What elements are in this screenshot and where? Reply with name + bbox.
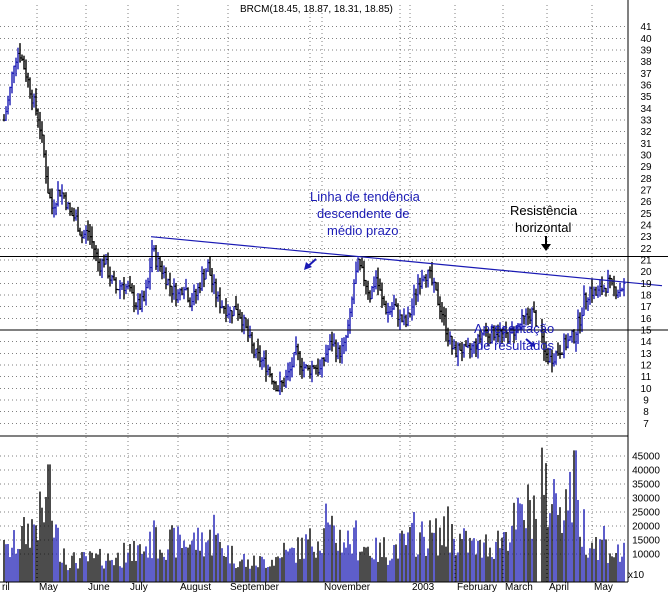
- price-tick-label: 10: [640, 384, 652, 395]
- price-tick-label: 36: [640, 81, 652, 92]
- month-label: May: [39, 582, 58, 592]
- month-label: November: [324, 582, 371, 592]
- results-label-line-2: de resultados: [476, 338, 555, 353]
- price-tick-label: 22: [640, 244, 652, 255]
- price-tick-label: 27: [640, 186, 652, 197]
- trend-label-line-2: descendente de: [317, 206, 410, 221]
- price-tick-label: 30: [640, 151, 652, 162]
- volume-tick-label: 40000: [632, 466, 660, 477]
- price-tick-label: 37: [640, 69, 652, 80]
- price-tick-label: 24: [640, 221, 652, 232]
- price-tick-label: 41: [640, 22, 652, 33]
- price-tick-label: 13: [640, 349, 652, 360]
- resistance-label-line-1: Resistência: [510, 203, 578, 218]
- price-tick-label: 31: [640, 139, 652, 150]
- volume-tick-label: 20000: [632, 522, 660, 533]
- price-tick-label: 20: [640, 267, 652, 278]
- trendline: [150, 236, 663, 287]
- price-tick-label: 38: [640, 57, 652, 68]
- trend-arrow-icon: [304, 258, 317, 270]
- month-label: 2003: [412, 582, 435, 592]
- price-tick-label: 40: [640, 34, 652, 45]
- volume-tick-label: 45000: [632, 452, 660, 463]
- price-tick-label: 23: [640, 232, 652, 243]
- price-tick-label: 34: [640, 104, 652, 115]
- volume-tick-label: 30000: [632, 494, 660, 505]
- price-tick-label: 16: [640, 314, 652, 325]
- price-tick-label: 12: [640, 361, 652, 372]
- annotations: Linha de tendência descendente de médio …: [304, 189, 578, 353]
- price-tick-label: 39: [640, 46, 652, 57]
- results-label-line-1: Apresentação: [474, 321, 554, 336]
- volume-bars: [3, 447, 625, 582]
- month-label: May: [594, 582, 613, 592]
- volume-unit-label: x10: [628, 570, 645, 581]
- price-tick-label: 35: [640, 92, 652, 103]
- volume-tick-label: 35000: [632, 480, 660, 491]
- support-resistance-lines: [0, 236, 668, 331]
- price-tick-label: 15: [640, 326, 652, 337]
- month-label: September: [230, 582, 280, 592]
- trend-label-line-1: Linha de tendência: [310, 189, 421, 204]
- price-tick-label: 25: [640, 209, 652, 220]
- price-tick-label: 8: [643, 407, 649, 418]
- price-tick-label: 9: [643, 396, 649, 407]
- volume-tick-label: 15000: [632, 536, 660, 547]
- grid: [0, 5, 628, 582]
- price-tick-label: 17: [640, 302, 652, 313]
- price-tick-label: 11: [641, 372, 652, 383]
- price-tick-label: 21: [640, 256, 652, 267]
- resistance-arrow-icon: [541, 236, 551, 251]
- results-arrow-icon: [525, 338, 535, 347]
- volume-tick-label: 10000: [632, 550, 660, 561]
- price-tick-label: 7: [643, 419, 649, 430]
- resistance-label-line-2: horizontal: [515, 220, 571, 235]
- price-tick-label: 33: [640, 116, 652, 127]
- month-label: August: [180, 582, 211, 592]
- month-label: June: [88, 582, 110, 592]
- price-tick-label: 29: [640, 162, 652, 173]
- price-tick-label: 14: [640, 337, 652, 348]
- month-label: March: [505, 582, 533, 592]
- price-tick-label: 19: [640, 279, 652, 290]
- month-label: April: [549, 582, 569, 592]
- price-tick-label: 32: [640, 127, 652, 138]
- month-label: February: [457, 582, 497, 592]
- chart-title: BRCM(18.45, 18.87, 18.31, 18.85): [240, 4, 393, 15]
- price-tick-label: 18: [640, 291, 652, 302]
- price-tick-label: 26: [640, 197, 652, 208]
- price-tick-label: 28: [640, 174, 652, 185]
- price-bars: [2, 43, 626, 395]
- volume-tick-label: 25000: [632, 508, 660, 519]
- month-label: ril: [2, 582, 10, 592]
- month-label: July: [130, 582, 148, 592]
- trend-label-line-3: médio prazo: [327, 223, 399, 238]
